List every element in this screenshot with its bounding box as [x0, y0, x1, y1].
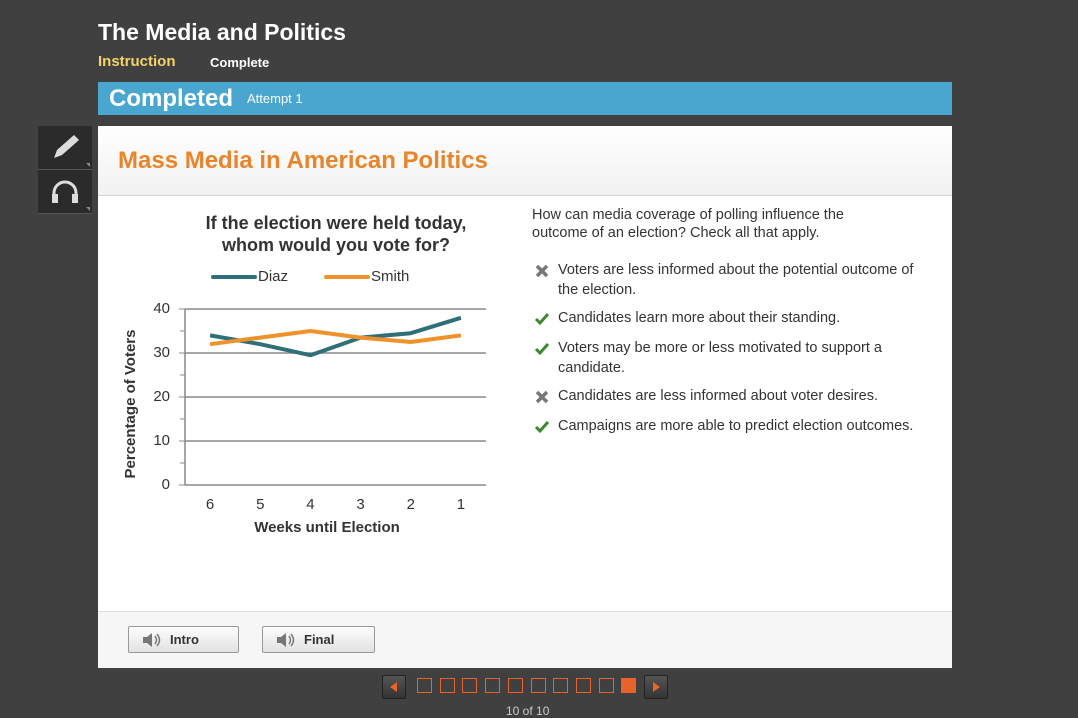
prev-button[interactable]: [382, 675, 406, 699]
y-tick-label: 0: [162, 476, 170, 493]
option-text: Campaigns are more able to predict elect…: [558, 418, 914, 434]
page-box[interactable]: [485, 678, 501, 693]
headphones-icon: [52, 180, 90, 211]
arrow-icon: [653, 682, 660, 692]
page-box[interactable]: [530, 678, 546, 693]
check-icon: [534, 313, 550, 326]
check-icon: [534, 421, 550, 434]
x-tick-label: 5: [256, 496, 264, 513]
page-box[interactable]: [507, 678, 523, 693]
page-box[interactable]: [621, 678, 637, 693]
x-tick-label: 6: [206, 496, 214, 513]
chart-title: If the election were held today, whom wou…: [206, 213, 467, 255]
option-text: Voters are less informed about the poten…: [558, 262, 914, 298]
pencil-tool[interactable]: [38, 126, 92, 170]
tab[interactable]: Complete: [210, 55, 270, 70]
y-axis-label: Percentage of Voters: [122, 330, 139, 479]
intro-button[interactable]: Intro: [128, 626, 239, 653]
arrow-icon: [390, 682, 397, 692]
status-bar: Completed Attempt 1: [98, 82, 952, 115]
final-button[interactable]: Final: [262, 626, 375, 653]
attempt: Attempt 1: [247, 91, 303, 106]
tab[interactable]: Instruction: [98, 53, 176, 70]
option-text: Candidates learn more about their standi…: [558, 310, 841, 326]
course-title: The Media and Politics: [98, 19, 346, 45]
page-box[interactable]: [553, 678, 569, 693]
page-box[interactable]: [439, 678, 455, 693]
y-tick-label: 30: [153, 344, 170, 361]
check-icon: [534, 343, 550, 356]
lesson-header: Mass Media in American Politics: [98, 126, 952, 196]
page-label: 10 of 10: [506, 704, 550, 718]
option-text: Candidates are less informed about voter…: [558, 388, 878, 404]
legend-label: Diaz: [258, 268, 288, 285]
chart: If the election were held today, whom wou…: [122, 213, 486, 536]
question: How can media coverage of polling influe…: [532, 207, 844, 241]
y-tick-label: 40: [153, 300, 170, 317]
audio-tool[interactable]: [38, 170, 92, 214]
page-box[interactable]: [462, 678, 478, 693]
x-tick-label: 1: [457, 496, 465, 513]
x-tick-label: 2: [407, 496, 415, 513]
x-icon: [535, 390, 549, 404]
y-tick-label: 20: [153, 388, 170, 405]
button-label: Final: [304, 632, 335, 647]
y-tick-label: 10: [153, 432, 170, 449]
x-axis-label: Weeks until Election: [254, 519, 400, 536]
page-box[interactable]: [417, 678, 432, 693]
footer: Intro Final: [98, 611, 952, 668]
speaker-icon: [277, 633, 295, 647]
series-line: [209, 329, 462, 347]
status-title: Completed: [109, 85, 234, 112]
x-icon: [535, 264, 549, 278]
lesson-title: Mass Media in American Politics: [118, 147, 488, 174]
legend-label: Smith: [371, 268, 409, 285]
pencil-icon: [54, 135, 90, 167]
button-label: Intro: [170, 632, 199, 647]
speaker-icon: [143, 633, 161, 647]
next-button[interactable]: [644, 675, 668, 699]
option-text: Voters may be more or less motivated to …: [558, 340, 882, 376]
page-box[interactable]: [575, 678, 591, 693]
page-box[interactable]: [598, 678, 614, 693]
series-line: [209, 315, 462, 358]
x-tick-label: 3: [356, 496, 364, 513]
x-tick-label: 4: [306, 496, 314, 513]
